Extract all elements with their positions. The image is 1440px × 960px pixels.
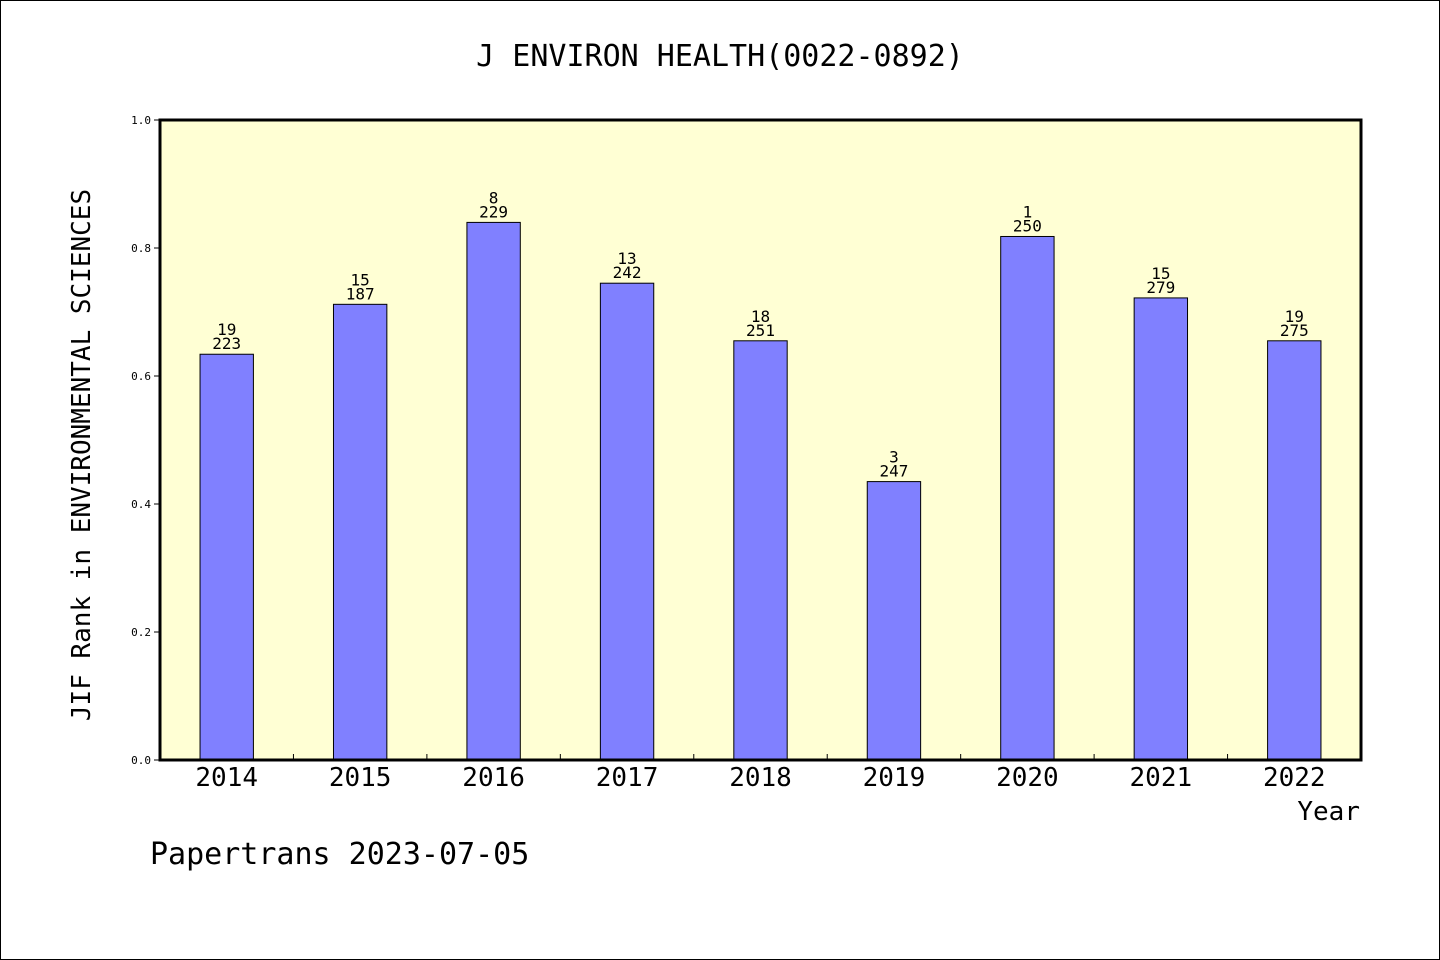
bar-total-label: 250 <box>1013 216 1042 235</box>
bar-2020 <box>1000 235 1055 761</box>
bar-total-label: 223 <box>212 334 241 353</box>
y-axis-label: JIF Rank in ENVIRONMENTAL SCIENCES <box>67 189 97 721</box>
bar-rank-label: 3 <box>889 448 899 467</box>
y-axis: 0.0 0.2 0.4 0.6 0.8 1.0 <box>131 114 160 767</box>
bar-total-label: 242 <box>613 263 642 282</box>
y-tick-label: 0.8 <box>131 242 151 255</box>
bar-labels: 1922315187822913242182513247125015279192… <box>212 188 1308 480</box>
x-tick-label: 2016 <box>462 763 525 793</box>
bar-2015 <box>332 303 388 761</box>
y-tick-label: 0.2 <box>131 626 151 639</box>
bar-total-label: 229 <box>479 202 508 221</box>
bar-total-label: 275 <box>1280 321 1309 340</box>
bar-2017 <box>599 282 655 761</box>
bar-rank-label: 15 <box>1151 264 1170 283</box>
bars <box>199 221 1322 761</box>
x-tick-label: 2014 <box>195 763 258 793</box>
bar-2019 <box>866 481 922 761</box>
x-tick-label: 2018 <box>729 763 792 793</box>
x-tick-label: 2020 <box>996 763 1059 793</box>
bar-rank-label: 13 <box>617 249 636 268</box>
bar-rank-label: 18 <box>751 307 770 326</box>
plot-border <box>158 118 1363 762</box>
bar-total-label: 251 <box>746 321 775 340</box>
x-axis-label: Year <box>1297 797 1360 827</box>
y-tick-label: 1.0 <box>131 114 151 127</box>
bar-total-label: 279 <box>1146 278 1175 297</box>
bar-total-label: 187 <box>346 284 375 303</box>
bar-total-label: 247 <box>879 462 908 481</box>
bar-rank-label: 1 <box>1023 202 1033 221</box>
x-axis: 2014 2015 2016 2017 2018 2019 2020 2021 2022 <box>195 754 1326 793</box>
bar-rank-label: 19 <box>217 320 236 339</box>
chart-title: J ENVIRON HEALTH(0022-0892) <box>476 39 964 74</box>
x-tick-label: 2022 <box>1263 763 1326 793</box>
bar-rank-label: 19 <box>1285 307 1304 326</box>
bar-2014 <box>199 353 254 761</box>
y-tick-label: 0.0 <box>131 754 151 767</box>
x-tick-label: 2019 <box>863 763 926 793</box>
footer-credit: Papertrans 2023-07-05 <box>150 837 529 872</box>
y-tick-label: 0.6 <box>131 370 151 383</box>
bar-2021 <box>1133 297 1189 761</box>
bar-rank-label: 15 <box>351 270 370 289</box>
bar-rank-label: 8 <box>489 188 499 207</box>
bar-2018 <box>733 340 788 761</box>
bar-2022 <box>1267 340 1322 761</box>
x-tick-label: 2021 <box>1130 763 1193 793</box>
bar-2016 <box>466 221 521 761</box>
y-tick-label: 0.4 <box>131 498 151 511</box>
x-tick-label: 2017 <box>596 763 659 793</box>
x-tick-label: 2015 <box>329 763 392 793</box>
